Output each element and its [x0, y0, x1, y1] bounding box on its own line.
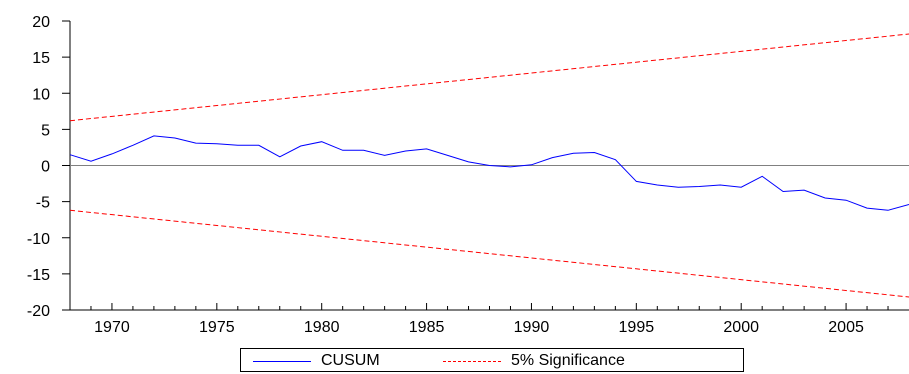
legend-swatch-cusum — [253, 360, 311, 362]
y-tick-label: -5 — [36, 195, 50, 212]
significance-upper-line — [69, 33, 909, 122]
x-tick-label: 1975 — [199, 319, 235, 336]
y-tick-label: -20 — [27, 303, 50, 320]
y-tick-label: 5 — [41, 122, 50, 139]
x-tick-label: 2005 — [828, 319, 864, 336]
x-axis-ticks: 1970 1975 1980 1985 1990 1995 2000 2005 — [90, 303, 889, 336]
y-tick-label: -10 — [27, 231, 50, 248]
x-tick-label: 2000 — [723, 319, 759, 336]
legend-label-cusum: CUSUM — [321, 352, 380, 369]
legend-item-significance: 5% Significance — [443, 351, 625, 371]
y-tick-label: 15 — [32, 50, 50, 67]
x-tick-label: 1980 — [304, 319, 340, 336]
legend-swatch-significance — [443, 360, 501, 362]
y-tick-label: 10 — [32, 86, 50, 103]
x-tick-label: 1985 — [409, 319, 445, 336]
y-tick-label: 0 — [41, 159, 50, 176]
y-tick-label: -15 — [27, 267, 50, 284]
legend-item-cusum: CUSUM — [253, 351, 380, 371]
cusum-line — [69, 135, 909, 211]
x-tick-label: 1995 — [619, 319, 655, 336]
significance-lower-line — [69, 209, 909, 298]
legend-label-significance: 5% Significance — [511, 352, 625, 369]
chart-legend: CUSUM 5% Significance — [240, 348, 744, 372]
x-tick-label: 1990 — [514, 319, 550, 336]
y-axis-ticks: 20 15 10 5 0 -5 -10 -15 -20 — [27, 14, 70, 320]
x-tick-label: 1970 — [94, 319, 130, 336]
series-layer — [69, 33, 909, 298]
y-tick-label: 20 — [32, 14, 50, 31]
